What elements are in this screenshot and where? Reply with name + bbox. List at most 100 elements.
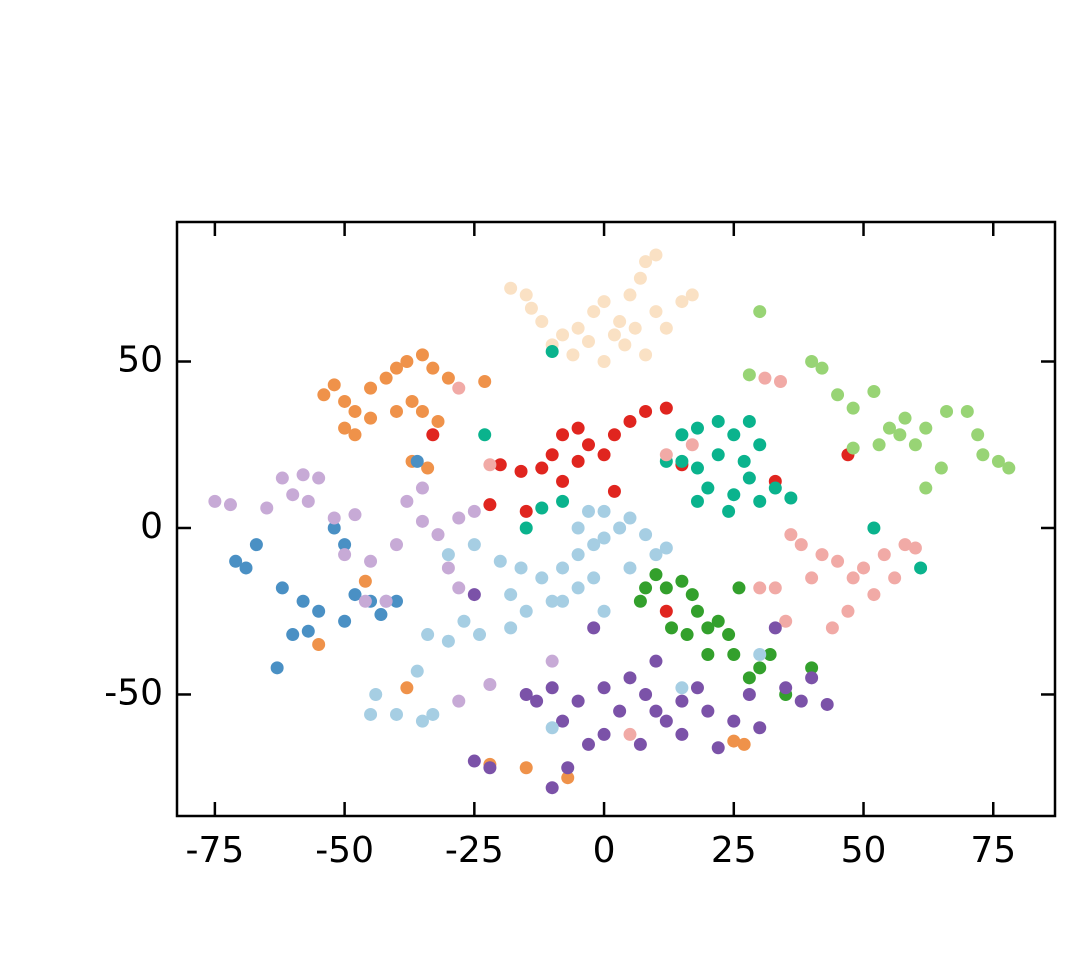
- point: [571, 421, 585, 435]
- point: [675, 574, 689, 588]
- point: [722, 628, 736, 642]
- point: [623, 414, 637, 428]
- point: [275, 581, 289, 595]
- point: [618, 338, 632, 352]
- point: [753, 305, 767, 319]
- point: [296, 468, 310, 482]
- point: [991, 454, 1005, 468]
- point: [545, 594, 559, 608]
- point: [742, 414, 756, 428]
- point: [675, 295, 689, 309]
- point: [519, 604, 533, 618]
- point: [659, 581, 673, 595]
- point: [348, 428, 362, 442]
- point: [545, 681, 559, 695]
- point: [805, 671, 819, 685]
- point: [597, 355, 611, 369]
- x-tick-label: 50: [841, 830, 887, 871]
- point: [519, 504, 533, 518]
- point: [639, 687, 653, 701]
- point: [659, 448, 673, 462]
- point: [374, 608, 388, 622]
- point: [452, 694, 466, 708]
- point: [753, 661, 767, 675]
- point: [478, 428, 492, 442]
- point: [825, 621, 839, 635]
- point: [607, 484, 621, 498]
- point: [690, 681, 704, 695]
- point: [338, 548, 352, 562]
- point: [457, 614, 471, 628]
- point: [732, 581, 746, 595]
- point: [623, 561, 637, 575]
- point: [390, 361, 403, 375]
- point: [867, 384, 881, 398]
- point: [831, 388, 845, 402]
- point: [286, 488, 300, 502]
- point: [701, 481, 715, 495]
- point: [623, 671, 637, 685]
- point: [742, 471, 756, 485]
- point: [431, 414, 445, 428]
- point: [561, 761, 575, 775]
- point: [914, 561, 928, 575]
- point: [877, 548, 891, 562]
- point: [675, 727, 689, 741]
- point: [514, 561, 528, 575]
- point: [597, 681, 611, 695]
- point: [239, 561, 253, 575]
- point: [452, 511, 466, 525]
- point: [727, 734, 741, 748]
- point: [867, 588, 881, 602]
- point: [908, 438, 922, 452]
- point: [690, 421, 704, 435]
- point: [857, 561, 871, 575]
- point: [659, 401, 673, 415]
- point: [561, 771, 575, 785]
- point: [768, 581, 782, 595]
- point: [815, 548, 829, 562]
- point: [659, 541, 673, 555]
- point: [690, 461, 704, 475]
- y-tick-label: 50: [117, 340, 163, 381]
- point: [976, 448, 990, 462]
- point: [711, 448, 725, 462]
- point: [581, 737, 595, 751]
- point: [690, 604, 704, 618]
- point: [467, 504, 481, 518]
- point: [410, 664, 424, 678]
- point: [312, 638, 326, 652]
- point: [519, 761, 533, 775]
- point: [768, 481, 782, 495]
- point: [452, 381, 466, 395]
- point: [556, 594, 570, 608]
- point: [711, 614, 725, 628]
- point: [613, 315, 627, 329]
- point: [934, 461, 948, 475]
- point: [530, 694, 544, 708]
- point: [556, 494, 570, 508]
- point: [421, 461, 435, 475]
- y-tick-label: -50: [104, 672, 163, 713]
- point: [364, 381, 378, 395]
- point: [275, 471, 289, 485]
- point: [426, 428, 440, 442]
- point: [338, 614, 352, 628]
- point: [649, 568, 663, 582]
- point: [566, 348, 580, 362]
- point: [805, 661, 819, 675]
- point: [587, 305, 601, 319]
- point: [493, 554, 507, 568]
- point: [623, 511, 637, 525]
- point: [659, 604, 673, 618]
- point: [820, 697, 834, 711]
- point: [390, 538, 403, 552]
- point: [400, 681, 414, 695]
- x-tick-label: 0: [593, 830, 616, 871]
- point: [338, 538, 352, 552]
- point: [400, 355, 414, 369]
- point: [649, 548, 663, 562]
- point: [571, 581, 585, 595]
- point: [701, 704, 715, 718]
